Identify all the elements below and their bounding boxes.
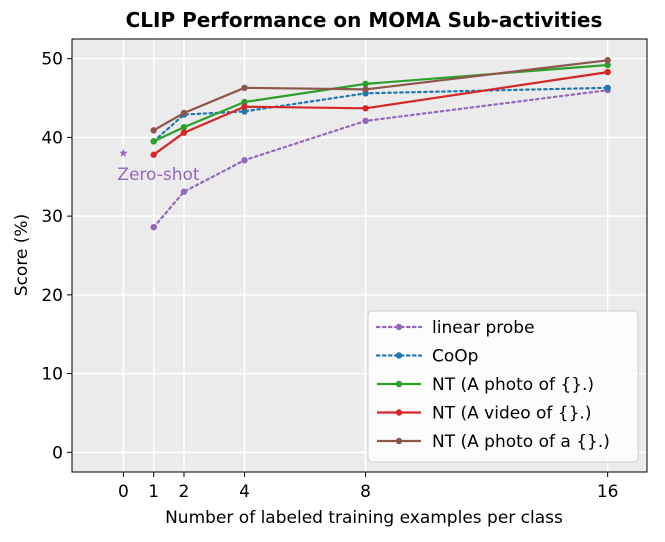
data-point [180,109,188,117]
x-tick-label: 16 [597,482,619,502]
data-point [241,108,248,115]
data-point [241,103,248,110]
legend-marker [395,380,403,388]
x-tick-label: 8 [360,482,371,502]
data-point [604,68,611,76]
data-point [604,57,611,64]
data-point [604,61,611,69]
y-tick-label: 50 [41,50,63,70]
chart-title: CLIP Performance on MOMA Sub-activities [126,8,603,32]
data-point [180,188,188,195]
legend: linear probe CoOp NT (A photo of {}.) NT (A… [367,310,639,463]
data-point [150,138,157,145]
data-point [362,117,369,125]
data-point [604,84,611,92]
legend-marker [395,409,403,416]
zero-shot-star-icon [119,148,128,157]
plot-frame [71,38,648,473]
series-layer: Zero-shot [117,57,611,231]
legend-label: linear probe [432,318,535,338]
x-tick-label: 0 [118,482,129,502]
data-point [180,123,188,131]
x-tick-label: 4 [239,482,250,502]
data-point [150,223,157,231]
x-axis-label: Number of labeled training examples per … [165,508,563,528]
legend-label: NT (A photo of {}.) [432,375,594,395]
data-point [180,129,188,136]
data-point [362,80,369,88]
data-point [150,151,157,158]
data-point [241,98,248,106]
legend-label: NT (A photo of a {}.) [432,432,610,452]
legend-label: CoOp [432,347,478,367]
zero-shot-label: Zero-shot [117,165,200,185]
legend-marker [395,437,403,445]
y-tick-label: 40 [41,128,63,148]
data-point [241,84,248,92]
y-tick-label: 0 [52,443,63,463]
legend-marker [395,323,403,331]
y-axis-label: Score (%) [12,214,32,296]
x-tick-label: 1 [148,482,159,502]
y-tick-label: 10 [41,365,63,385]
legend-box [367,310,639,463]
data-point [241,157,248,164]
legend-label: NT (A video of {}.) [432,404,591,424]
y-tick-label: 30 [41,207,63,227]
legend-marker [395,352,403,359]
data-point [150,127,157,134]
y-tick-label: 20 [41,286,63,306]
x-tick-label: 2 [179,482,190,502]
data-point [362,86,369,93]
data-point [362,105,369,112]
